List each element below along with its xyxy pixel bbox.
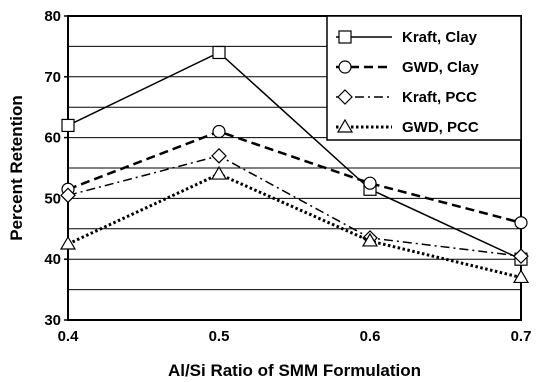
y-tick-label: 80: [44, 8, 61, 25]
data-point-triangle: [59, 235, 77, 250]
data-point-diamond: [60, 187, 76, 204]
data-point-circle: [363, 176, 377, 190]
series-line: [67, 51, 522, 260]
y-tick-label: 70: [44, 69, 61, 86]
legend-marker-diamond: [337, 89, 353, 105]
legend-marker-triangle: [336, 118, 354, 133]
legend-marker-circle: [338, 60, 352, 74]
plot-area: [67, 15, 522, 321]
series-line: [67, 130, 522, 224]
x-tick-label: 0.6: [360, 328, 381, 345]
data-point-diamond: [513, 248, 529, 265]
data-point-diamond: [211, 147, 227, 164]
data-point-square: [212, 45, 226, 60]
series-line: [67, 155, 522, 257]
x-tick-label: 0.4: [58, 328, 80, 345]
series-triangle: [59, 165, 530, 284]
y-axis-tick-labels: 30 40 50 60 70 80: [44, 8, 68, 329]
x-tick-label: 0.7: [511, 328, 532, 345]
data-point-circle: [514, 216, 528, 230]
series-line: [67, 172, 522, 279]
data-point-triangle: [512, 269, 530, 284]
legend-label: Kraft, Clay: [402, 29, 478, 46]
data-point-triangle: [210, 165, 228, 180]
y-tick-label: 40: [44, 251, 61, 268]
x-tick-label: 0.5: [209, 328, 230, 345]
legend: Kraft, Clay GWD, Clay Kraft, PCC GWD, PCC: [326, 15, 522, 141]
x-axis-title: Al/Si Ratio of SMM Formulation: [168, 361, 421, 380]
x-axis-tick-labels: 0.4 0.5 0.6 0.7: [58, 328, 532, 345]
gridlines: [68, 45, 521, 291]
legend-label: Kraft, PCC: [402, 89, 477, 106]
data-point-square: [61, 118, 75, 133]
legend-label: GWD, Clay: [402, 59, 479, 76]
legend-label: GWD, PCC: [402, 119, 479, 136]
data-point-triangle: [361, 232, 379, 247]
y-axis-title: Percent Retention: [7, 95, 26, 240]
y-tick-label: 50: [44, 190, 61, 207]
y-tick-label: 60: [44, 130, 61, 147]
y-tick-label: 30: [44, 312, 61, 329]
data-point-circle: [212, 124, 226, 139]
series: [59, 45, 530, 284]
legend-marker-square: [338, 30, 352, 44]
